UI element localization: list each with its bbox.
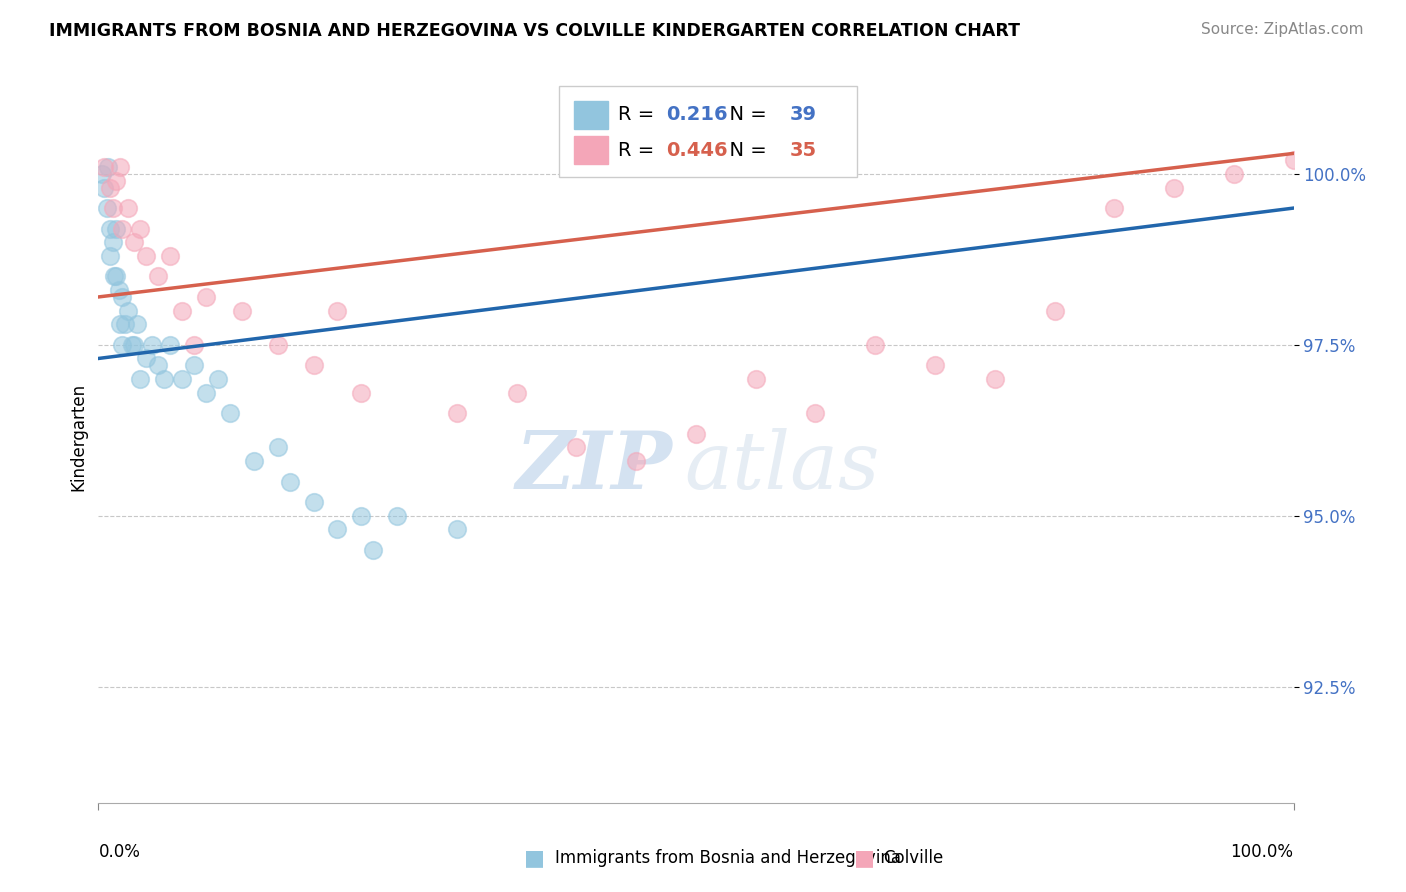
Point <box>865 338 887 352</box>
Point <box>98 221 122 235</box>
FancyBboxPatch shape <box>558 86 858 178</box>
Point <box>159 338 181 352</box>
Point <box>195 385 218 400</box>
Point <box>326 522 349 536</box>
Point <box>141 338 163 352</box>
Point <box>350 385 373 400</box>
Point <box>108 318 131 332</box>
Text: 0.0%: 0.0% <box>98 843 141 861</box>
Point <box>685 426 707 441</box>
Point <box>125 318 148 332</box>
Point <box>98 249 122 263</box>
FancyBboxPatch shape <box>574 101 607 128</box>
Point <box>350 508 373 523</box>
Text: Immigrants from Bosnia and Herzegovina: Immigrants from Bosnia and Herzegovina <box>555 849 901 867</box>
Point <box>111 221 134 235</box>
Point <box>101 201 124 215</box>
Text: ■: ■ <box>855 848 875 868</box>
Point <box>1043 303 1066 318</box>
Point <box>129 221 152 235</box>
Point <box>114 318 136 332</box>
Point <box>302 495 325 509</box>
Point <box>148 269 170 284</box>
Point <box>326 303 349 318</box>
Point <box>124 235 146 250</box>
Point <box>1104 201 1126 215</box>
Point <box>98 180 122 194</box>
Point <box>745 372 768 386</box>
Point <box>135 249 157 263</box>
Text: 39: 39 <box>789 105 817 124</box>
Point <box>105 269 128 284</box>
Point <box>148 359 170 373</box>
Point <box>267 440 290 454</box>
Text: N =: N = <box>717 105 773 124</box>
Point <box>183 338 205 352</box>
Point <box>93 160 115 174</box>
Point <box>1223 167 1246 181</box>
Point <box>363 542 385 557</box>
Point <box>231 303 253 318</box>
Point <box>1163 180 1185 194</box>
Point <box>278 475 301 489</box>
Point <box>626 454 648 468</box>
Point <box>172 372 194 386</box>
Point <box>121 338 143 352</box>
Point <box>302 359 325 373</box>
Point <box>135 351 157 366</box>
Point <box>506 385 529 400</box>
Point <box>96 201 118 215</box>
Point <box>93 180 115 194</box>
Text: 0.446: 0.446 <box>666 141 728 160</box>
Point <box>267 338 290 352</box>
Point <box>153 372 176 386</box>
Y-axis label: Kindergarten: Kindergarten <box>69 383 87 491</box>
Text: Colville: Colville <box>883 849 943 867</box>
Point <box>101 235 124 250</box>
Point <box>107 283 129 297</box>
Point <box>117 201 139 215</box>
Point <box>446 522 468 536</box>
Text: 100.0%: 100.0% <box>1230 843 1294 861</box>
Point <box>111 290 134 304</box>
Point <box>159 249 181 263</box>
Point <box>446 406 468 420</box>
Point <box>804 406 827 420</box>
Text: 35: 35 <box>789 141 817 160</box>
Text: atlas: atlas <box>685 427 879 505</box>
Point <box>105 221 128 235</box>
Point <box>385 508 409 523</box>
Point <box>105 174 128 188</box>
Text: R =: R = <box>619 141 661 160</box>
Text: ■: ■ <box>524 848 544 868</box>
Text: IMMIGRANTS FROM BOSNIA AND HERZEGOVINA VS COLVILLE KINDERGARTEN CORRELATION CHAR: IMMIGRANTS FROM BOSNIA AND HERZEGOVINA V… <box>49 22 1021 40</box>
Point <box>924 359 946 373</box>
Point <box>243 454 266 468</box>
Point <box>124 338 146 352</box>
Point <box>1282 153 1305 168</box>
Point <box>111 338 134 352</box>
Point <box>97 160 120 174</box>
Point <box>129 372 152 386</box>
Point <box>565 440 588 454</box>
Point <box>172 303 194 318</box>
Point <box>207 372 229 386</box>
Point <box>117 303 139 318</box>
Point <box>219 406 242 420</box>
Text: N =: N = <box>717 141 773 160</box>
Point <box>984 372 1007 386</box>
Point <box>195 290 218 304</box>
FancyBboxPatch shape <box>574 136 607 164</box>
Point <box>183 359 205 373</box>
Text: ZIP: ZIP <box>515 427 672 505</box>
Point <box>103 269 125 284</box>
Text: R =: R = <box>619 105 661 124</box>
Text: Source: ZipAtlas.com: Source: ZipAtlas.com <box>1201 22 1364 37</box>
Point <box>108 160 131 174</box>
Text: 0.216: 0.216 <box>666 105 728 124</box>
Point <box>91 167 114 181</box>
